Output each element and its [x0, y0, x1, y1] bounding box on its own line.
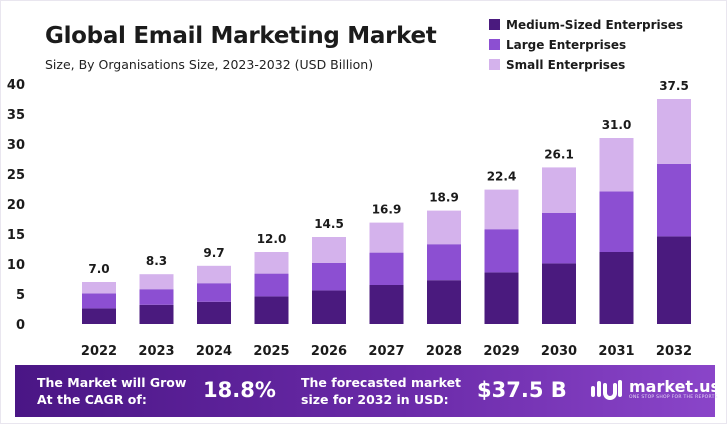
bar-segment-large — [312, 262, 346, 291]
legend-label-small: Small Enterprises — [506, 57, 626, 72]
y-tick-label: 10 — [7, 258, 25, 273]
bar-segment-medium — [197, 301, 231, 324]
y-tick-label: 25 — [7, 168, 25, 183]
bar-total-label: 12.0 — [257, 232, 287, 246]
bar-segment-large — [542, 213, 576, 264]
legend-label-large: Large Enterprises — [506, 37, 627, 52]
bar-segment-small — [542, 167, 576, 213]
bar-segment-medium — [369, 285, 404, 324]
legend-item-medium: Medium-Sized Enterprises — [489, 15, 683, 34]
y-tick-label: 40 — [7, 78, 25, 93]
bar-segment-medium — [657, 236, 691, 324]
bar-total-label: 14.5 — [314, 217, 344, 231]
x-tick-label: 2032 — [656, 344, 692, 359]
bar-segment-medium — [427, 280, 461, 324]
bar-segment-large — [139, 289, 174, 305]
bar-segment-medium — [82, 308, 116, 324]
chart-legend: Medium-Sized Enterprises Large Enterpris… — [489, 15, 683, 75]
y-tick-label: 35 — [7, 108, 25, 123]
bar-segment-small — [484, 189, 519, 230]
bar-segment-small — [254, 252, 289, 274]
x-tick-label: 2022 — [81, 344, 117, 359]
chart-title: Global Email Marketing Market — [45, 23, 437, 49]
bar-segment-large — [427, 244, 461, 281]
bar-total-label: 9.7 — [203, 246, 224, 260]
y-tick-label: 15 — [7, 228, 25, 243]
logo-name: market.us — [629, 376, 721, 396]
bar-segment-large — [599, 191, 634, 252]
legend-item-small: Small Enterprises — [489, 55, 683, 74]
legend-swatch-medium — [489, 19, 500, 30]
bar-total-label: 16.9 — [372, 203, 402, 217]
forecast-value: $37.5 B — [477, 378, 567, 402]
cagr-label: The Market will Grow At the CAGR of: — [37, 375, 187, 407]
bar-segment-large — [657, 163, 691, 237]
bar-segment-small — [197, 265, 231, 284]
bar-total-label: 8.3 — [146, 254, 167, 268]
bar-segment-medium — [599, 252, 634, 324]
bar-segment-large — [484, 229, 519, 273]
bar-segment-small — [82, 282, 116, 294]
bar-segment-large — [254, 273, 289, 297]
bar-total-label: 37.5 — [659, 79, 689, 93]
legend-swatch-large — [489, 39, 500, 50]
cagr-value: 18.8% — [203, 378, 276, 402]
x-tick-label: 2024 — [196, 344, 232, 359]
logo-bars-icon — [591, 380, 622, 400]
x-tick-label: 2028 — [426, 344, 462, 359]
bar-segment-small — [369, 222, 404, 253]
y-tick-label: 5 — [16, 288, 25, 303]
bar-segment-small — [599, 138, 634, 192]
legend-item-large: Large Enterprises — [489, 35, 683, 54]
y-tick-label: 20 — [7, 198, 25, 213]
bar-segment-large — [369, 252, 404, 285]
bar-segment-medium — [542, 263, 576, 324]
x-tick-label: 2029 — [483, 344, 519, 359]
y-tick-label: 30 — [7, 138, 25, 153]
x-tick-label: 2027 — [368, 344, 404, 359]
x-tick-label: 2030 — [541, 344, 577, 359]
chart-subtitle: Size, By Organisations Size, 2023-2032 (… — [45, 57, 374, 72]
bar-segment-medium — [139, 304, 174, 324]
bar-total-label: 18.9 — [429, 191, 459, 205]
stacked-bar-chart: 05101520253035407.020228.320239.7202412.… — [7, 78, 692, 359]
forecast-label: The forecasted market size for 2032 in U… — [301, 375, 462, 407]
x-tick-label: 2025 — [253, 344, 289, 359]
bar-segment-large — [197, 283, 231, 302]
bar-total-label: 7.0 — [88, 262, 109, 276]
x-tick-label: 2023 — [138, 344, 174, 359]
bar-total-label: 22.4 — [487, 170, 517, 184]
market-us-logo: market.us ONE STOP SHOP FOR THE REPORTS — [589, 377, 720, 401]
legend-swatch-small — [489, 59, 500, 70]
y-tick-label: 0 — [16, 318, 25, 333]
logo-tagline: ONE STOP SHOP FOR THE REPORTS — [629, 394, 718, 400]
bar-total-label: 31.0 — [602, 118, 632, 132]
bar-segment-small — [139, 274, 174, 290]
bar-segment-medium — [254, 296, 289, 324]
x-tick-label: 2026 — [311, 344, 347, 359]
bar-segment-small — [427, 210, 461, 245]
bar-total-label: 26.1 — [544, 147, 574, 161]
bar-segment-small — [312, 237, 346, 263]
legend-label-medium: Medium-Sized Enterprises — [506, 17, 684, 32]
bar-segment-large — [82, 293, 116, 309]
bar-segment-medium — [484, 272, 519, 324]
x-tick-label: 2031 — [598, 344, 634, 359]
bar-segment-medium — [312, 290, 346, 324]
summary-banner: The Market will Grow At the CAGR of: 18.… — [15, 365, 720, 417]
bar-segment-small — [657, 99, 691, 164]
